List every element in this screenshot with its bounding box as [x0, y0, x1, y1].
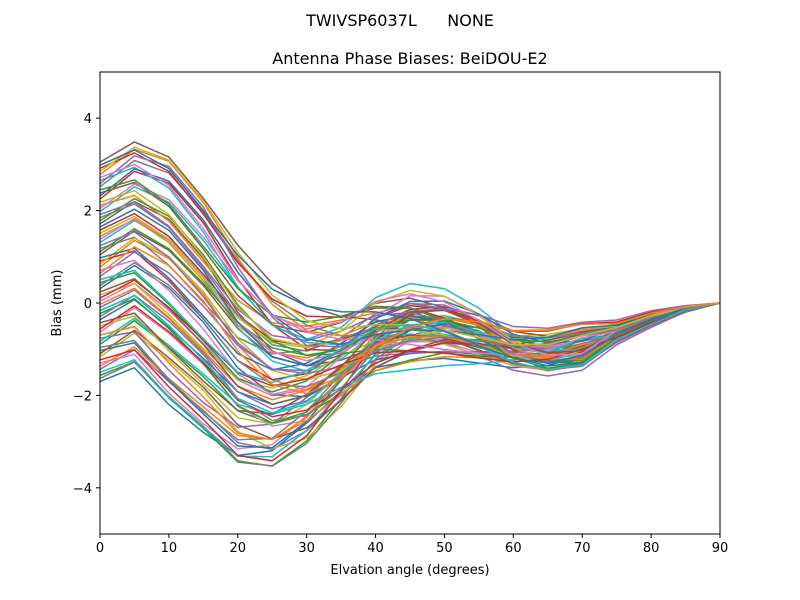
x-tick-label: 20 — [230, 541, 247, 556]
x-tick-label: 50 — [436, 541, 453, 556]
x-tick-label: 90 — [712, 541, 729, 556]
y-axis-label: Bias (mm) — [50, 270, 65, 337]
x-tick-label: 10 — [161, 541, 178, 556]
x-tick-label: 30 — [298, 541, 315, 556]
series-line — [100, 269, 720, 384]
series-line — [100, 167, 720, 346]
chart-title: Antenna Phase Biases: BeiDOU-E2 — [272, 49, 547, 68]
series-line — [100, 279, 720, 387]
series-line — [100, 287, 720, 401]
x-tick-label: 40 — [367, 541, 384, 556]
series-line — [100, 277, 720, 406]
series-line — [100, 154, 720, 348]
series-line — [100, 261, 720, 388]
series-line — [100, 149, 720, 364]
y-tick-label: 4 — [84, 112, 92, 127]
series-group — [100, 141, 720, 467]
x-axis: 0 10 20 30 40 50 60 70 80 90 — [96, 534, 728, 556]
x-axis-label: Elvation angle (degrees) — [330, 563, 489, 578]
y-tick-label: −2 — [73, 389, 92, 404]
series-line — [100, 302, 720, 415]
y-tick-label: 0 — [84, 297, 92, 312]
y-axis: −4 −2 0 2 4 — [73, 112, 100, 497]
x-tick-label: 70 — [574, 541, 591, 556]
series-line — [100, 246, 720, 395]
figure-suptitle: TWIVSP6037L NONE — [305, 11, 494, 30]
x-tick-label: 0 — [96, 541, 104, 556]
x-tick-label: 80 — [643, 541, 660, 556]
x-tick-label: 60 — [505, 541, 522, 556]
y-tick-label: 2 — [84, 205, 92, 220]
y-tick-label: −4 — [73, 482, 92, 497]
